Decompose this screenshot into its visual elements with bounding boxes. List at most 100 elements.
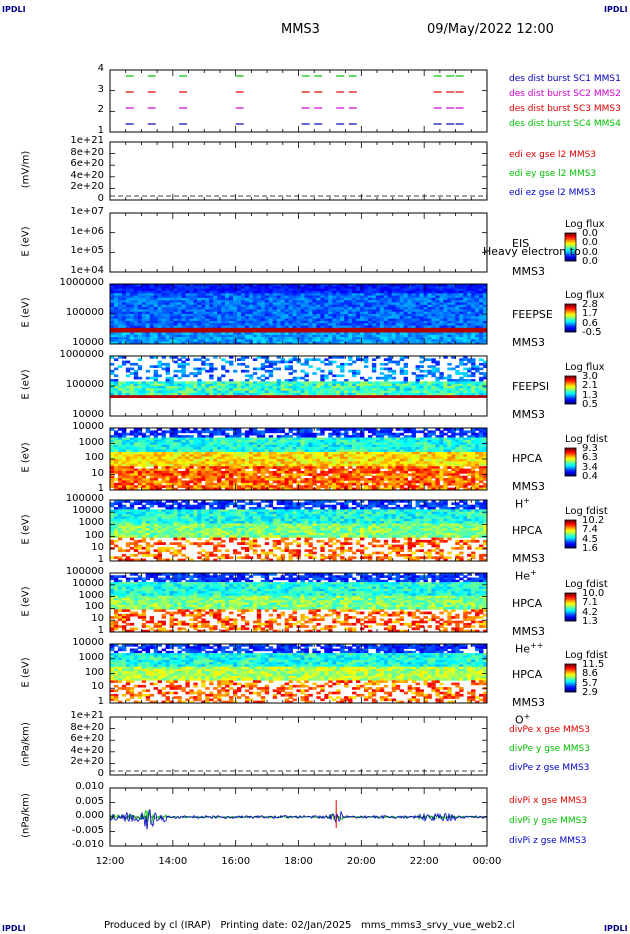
heatmap-cell — [157, 388, 162, 392]
heatmap-cell — [427, 390, 432, 394]
heatmap-cell — [201, 392, 206, 396]
heatmap-cell — [304, 379, 309, 382]
heatmap-cell — [276, 449, 282, 453]
heatmap-cell — [193, 439, 198, 443]
heatmap-cell — [356, 311, 361, 315]
heatmap-cell — [280, 437, 286, 441]
heatmap-cell — [296, 318, 301, 322]
heatmap-cell — [248, 332, 254, 336]
heatmap-cell — [336, 356, 341, 359]
heatmap-cell — [157, 487, 162, 491]
heatmap-cell — [169, 323, 174, 326]
heatmap-cell — [483, 304, 488, 308]
heatmap-cell — [201, 466, 206, 469]
heatmap-cell — [292, 318, 297, 322]
heatmap-cell — [181, 395, 186, 398]
heatmap-cell — [133, 327, 139, 331]
heatmap-cell — [161, 320, 166, 324]
heatmap-cell — [137, 286, 143, 290]
heatmap-cell — [360, 337, 365, 340]
heatmap-cell — [185, 430, 190, 434]
heatmap-cell — [209, 284, 214, 287]
heatmap-cell — [288, 360, 293, 364]
heatmap-cell — [225, 288, 230, 292]
heatmap-cell — [344, 314, 349, 317]
colorbar-segment — [565, 383, 576, 385]
heatmap-cell — [121, 432, 127, 436]
heatmap-cell — [419, 293, 424, 296]
colorbar-segment — [565, 238, 576, 241]
heatmap-cell — [371, 288, 377, 292]
heatmap-cell — [403, 295, 409, 299]
heatmap-cell — [205, 480, 210, 484]
heatmap-cell — [145, 456, 151, 460]
heatmap-cell — [324, 395, 329, 398]
heatmap-cell — [244, 337, 250, 340]
heatmap-cell — [272, 463, 278, 467]
heatmap-cell — [197, 293, 202, 296]
heatmap-cell — [284, 459, 289, 462]
heatmap-cell — [284, 442, 289, 446]
heatmap-cell — [403, 297, 409, 301]
heatmap-cell — [403, 302, 409, 306]
heatmap-cell — [205, 383, 210, 387]
heatmap-cell — [280, 392, 286, 396]
heatmap-cell — [252, 295, 258, 299]
heatmap-cell — [320, 323, 325, 326]
heatmap-cell — [149, 295, 155, 299]
heatmap-cell — [240, 320, 246, 324]
heatmap-cell — [181, 475, 186, 479]
heatmap-cell — [165, 485, 170, 489]
heatmap-cell — [244, 432, 250, 436]
heatmap-cell — [193, 295, 198, 299]
heatmap-cell — [173, 314, 178, 317]
heatmap-cell — [308, 314, 313, 317]
heatmap-cell — [264, 311, 270, 315]
heatmap-cell — [451, 337, 456, 340]
heatmap-cell — [133, 323, 139, 326]
heatmap-cell — [252, 339, 258, 343]
heatmap-cell — [244, 386, 250, 389]
heatmap-cell — [431, 332, 436, 336]
heatmap-cell — [272, 480, 278, 484]
heatmap-cell — [439, 376, 444, 380]
heatmap-cell — [252, 392, 258, 396]
heatmap-cell — [145, 468, 151, 472]
heatmap-cell — [117, 388, 123, 392]
heatmap-cell — [443, 381, 448, 385]
heatmap-cell — [110, 300, 115, 303]
heatmap-cell — [312, 293, 317, 296]
heatmap-cell — [213, 437, 218, 441]
heatmap-cell — [181, 444, 186, 448]
heatmap-cell — [403, 332, 409, 336]
heatmap-cell — [467, 392, 472, 396]
heatmap-cell — [276, 356, 282, 359]
heatmap-cell — [209, 311, 214, 315]
heatmap-cell — [272, 392, 278, 396]
heatmap-cell — [229, 466, 234, 469]
heatmap-cell — [268, 372, 274, 375]
heatmap-cell — [379, 386, 385, 389]
heatmap-cell — [264, 439, 270, 443]
heatmap-cell — [312, 320, 317, 324]
heatmap-cell — [439, 327, 444, 331]
heatmap-cell — [141, 439, 147, 443]
heatmap-cell — [189, 383, 194, 387]
heatmap-cell — [344, 297, 349, 301]
heatmap-cell — [340, 314, 345, 317]
heatmap-cell — [213, 367, 218, 371]
heatmap-cell — [225, 320, 230, 324]
heatmap-cell — [121, 447, 127, 450]
heatmap-cell — [145, 444, 151, 448]
heatmap-cell — [193, 456, 198, 460]
heatmap-cell — [193, 320, 198, 324]
heatmap-cell — [360, 339, 365, 343]
heatmap-cell — [411, 318, 416, 322]
heatmap-cell — [169, 447, 174, 450]
heatmap-cell — [300, 320, 305, 324]
heatmap-cell — [133, 374, 139, 378]
heatmap-cell — [403, 381, 409, 385]
heatmap-cell — [201, 293, 206, 296]
heatmap-cell — [213, 468, 218, 472]
heatmap-cell — [272, 449, 278, 453]
